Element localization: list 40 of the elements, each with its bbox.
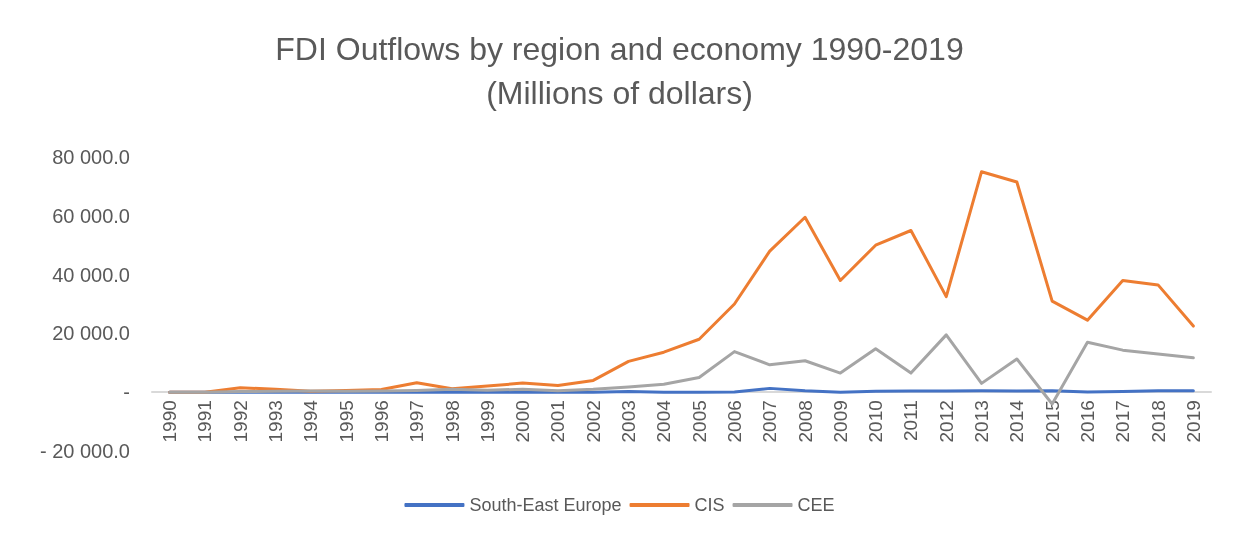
x-tick-label: 1993 [265, 400, 287, 443]
x-tick-label: 2003 [618, 400, 640, 443]
x-tick-label: 2010 [865, 400, 887, 443]
x-tick-label: 2014 [1006, 399, 1028, 443]
y-tick-label: 20 000.0 [52, 322, 130, 345]
x-tick-label: 2017 [1112, 400, 1134, 443]
legend-label: CEE [797, 495, 835, 515]
x-tick-label: 2006 [723, 400, 745, 443]
x-tick-label: 1990 [159, 400, 181, 443]
x-tick-label: 2009 [829, 400, 851, 443]
legend-label: CIS [694, 495, 725, 515]
x-tick-label: 2012 [935, 400, 957, 443]
x-tick-label: 2015 [1041, 400, 1063, 443]
x-tick-label: 1999 [476, 400, 498, 443]
x-tick-label: 2011 [900, 400, 922, 442]
y-tick-label: - 20 000.0 [39, 440, 130, 462]
y-tick-label: - [123, 381, 130, 404]
x-tick-label: 2007 [759, 400, 781, 443]
x-tick-label: 1994 [300, 399, 322, 443]
x-tick-label: 1998 [441, 400, 463, 443]
x-tick-label: 2004 [653, 399, 675, 443]
x-tick-label: 1996 [370, 400, 392, 443]
x-tick-label: 2018 [1147, 400, 1169, 443]
x-tick-label: 2019 [1182, 400, 1204, 443]
y-tick-label: 80 000.0 [52, 146, 130, 168]
chart-title: FDI Outflows by region and economy 1990-2019 (Millions of dollars) [275, 31, 964, 111]
x-tick-label: 2000 [512, 400, 534, 443]
x-tick-label: 1992 [229, 400, 251, 443]
x-tick-label: 2013 [971, 400, 993, 443]
legend-label: South-East Europe [469, 495, 622, 515]
x-tick-label: 1991 [194, 400, 216, 443]
y-tick-label: 60 000.0 [52, 204, 130, 227]
x-tick-label: 2016 [1076, 400, 1098, 443]
x-tick-label: 1997 [406, 400, 428, 443]
x-tick-label: 2001 [547, 400, 569, 443]
x-tick-label: 1995 [335, 400, 357, 443]
y-tick-label: 40 000.0 [52, 263, 130, 286]
x-tick-label: 2008 [794, 400, 816, 443]
x-tick-label: 2005 [688, 400, 710, 443]
x-tick-label: 2002 [582, 400, 604, 443]
